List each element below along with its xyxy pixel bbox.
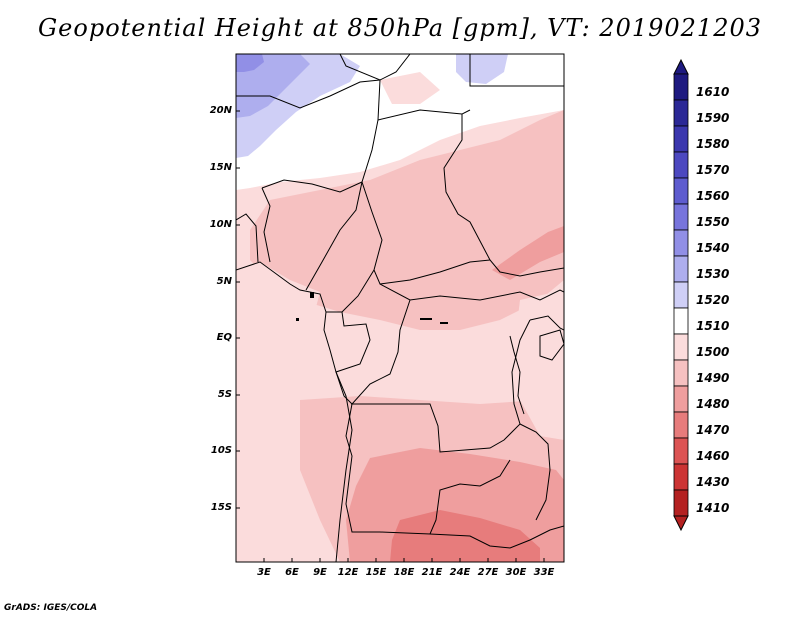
lon-label-21e: 21E (421, 567, 443, 578)
field-1520-north (456, 54, 508, 84)
colorbar-swatch (673, 203, 689, 231)
lat-label-20n: 20N (209, 105, 232, 116)
colorbar-level-label: 1540 (696, 241, 730, 255)
colorbar-level-label: 1490 (696, 371, 730, 385)
colorbar-level-label: 1480 (696, 397, 730, 411)
border-drc (350, 299, 531, 453)
lake-victoria (539, 329, 564, 361)
field-1500-patch-north (380, 72, 440, 104)
lon-label-18e: 18E (393, 567, 415, 578)
field-1540-nw (236, 54, 264, 72)
lat-label-5n: 5N (216, 276, 232, 287)
colorbar-level-label: 1510 (696, 319, 730, 333)
field-1530-nw (236, 54, 310, 118)
lat-ticks (236, 110, 240, 509)
border-uganda (529, 315, 564, 331)
field-1490-central (250, 110, 564, 330)
lon-label-9e: 9E (313, 567, 327, 578)
colorbar-swatch (673, 99, 689, 127)
colorbar-swatch (673, 125, 689, 153)
border-westafrica (236, 213, 259, 263)
border-chad-north (377, 109, 463, 121)
colorbar-level-label: 1470 (696, 423, 730, 437)
lat-label-eq: EQ (216, 332, 232, 343)
border-north-2 (236, 79, 381, 109)
island-saotome (296, 318, 299, 321)
colorbar-level-label: 1520 (696, 293, 730, 307)
colorbar-level-label: 1560 (696, 189, 730, 203)
colorbar-level-label: 1500 (696, 345, 730, 359)
colorbar-swatch (673, 281, 689, 309)
lon-label-33e: 33E (533, 567, 555, 578)
border-niger (261, 79, 381, 193)
map-frame (235, 53, 565, 563)
lat-label-15s: 15S (210, 502, 232, 513)
colorbar-swatch (673, 437, 689, 465)
colorbar-level-label: 1410 (696, 501, 730, 515)
colorbar-swatch (673, 385, 689, 413)
lon-label-15e: 15E (365, 567, 387, 578)
colorbar-level-label: 1580 (696, 137, 730, 151)
lon-label-30e: 30E (505, 567, 527, 578)
border-tanzania (519, 423, 551, 521)
colorbar-swatch (673, 151, 689, 179)
border-benin (261, 187, 271, 263)
colorbar-level-label: 1460 (696, 449, 730, 463)
map-title: Geopotential Height at 850hPa [gpm], VT:… (38, 14, 762, 42)
field-1480-east (492, 226, 564, 280)
colorbar (673, 58, 689, 532)
lat-label-10s: 10S (210, 445, 232, 456)
height-field (236, 54, 564, 562)
lat-label-5s: 5S (217, 389, 232, 400)
lon-label-24e: 24E (449, 567, 471, 578)
footer-credit: GrADS: IGES/COLA (4, 603, 98, 613)
coastline-west (236, 261, 353, 562)
colorbar-swatch (673, 177, 689, 205)
colorbar-swatch (673, 307, 689, 335)
colorbar-swatch (673, 359, 689, 387)
border-cameroon-south (326, 269, 375, 313)
colorbar-swatch (673, 463, 689, 491)
colorbar-level-label: 1530 (696, 267, 730, 281)
river-patch-1 (420, 318, 432, 320)
colorbar-swatch (673, 489, 689, 517)
colorbar-arrow-top (673, 58, 689, 75)
colorbar-swatch (673, 73, 689, 101)
border-south (429, 525, 564, 549)
lat-label-10n: 10N (209, 219, 232, 230)
lon-label-27e: 27E (477, 567, 499, 578)
border-car-drc (379, 283, 564, 301)
border-libya-egypt (469, 54, 564, 87)
border-congo (335, 311, 371, 405)
border-chad-sudan (443, 109, 564, 277)
colorbar-swatch (673, 333, 689, 361)
lon-label-6e: 6E (285, 567, 299, 578)
colorbar-arrow-bottom (673, 515, 689, 532)
country-borders (236, 54, 564, 562)
lon-ticks (263, 558, 545, 562)
coast-islands (296, 292, 448, 324)
border-nigeria-cameroon (305, 181, 363, 291)
lon-label-3e: 3E (257, 567, 271, 578)
colorbar-swatch (673, 255, 689, 283)
colorbar-level-label: 1570 (696, 163, 730, 177)
border-greatlakes (509, 335, 525, 415)
river-patch-2 (440, 322, 448, 324)
colorbar-level-label: 1430 (696, 475, 730, 489)
lat-label-15n: 15N (209, 162, 232, 173)
colorbar-swatch (673, 411, 689, 439)
colorbar-level-label: 1610 (696, 85, 730, 99)
island-bioko (310, 292, 314, 298)
lon-label-12e: 12E (337, 567, 359, 578)
colorbar-level-label: 1550 (696, 215, 730, 229)
colorbar-swatch (673, 229, 689, 257)
colorbar-level-label: 1590 (696, 111, 730, 125)
